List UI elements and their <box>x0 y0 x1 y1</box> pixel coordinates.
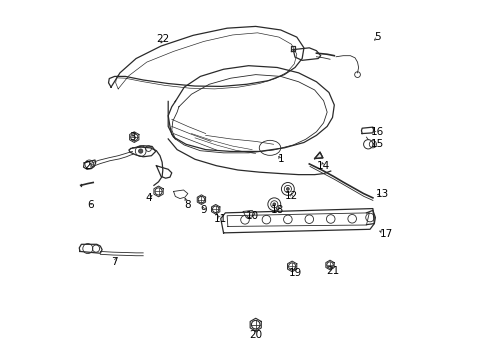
Text: 12: 12 <box>285 191 298 201</box>
Text: 16: 16 <box>370 127 384 137</box>
Text: 1: 1 <box>277 154 284 163</box>
Text: 19: 19 <box>289 268 302 278</box>
Text: 9: 9 <box>200 205 207 215</box>
Text: 17: 17 <box>379 229 392 239</box>
Text: 13: 13 <box>376 189 389 199</box>
Text: 2: 2 <box>84 161 91 171</box>
Text: 8: 8 <box>185 200 191 210</box>
Circle shape <box>273 203 276 206</box>
Text: 18: 18 <box>270 205 284 215</box>
Text: 5: 5 <box>374 32 380 42</box>
Circle shape <box>139 149 143 153</box>
Text: 22: 22 <box>156 34 170 44</box>
Text: 11: 11 <box>213 214 226 224</box>
Text: 10: 10 <box>245 211 259 221</box>
Text: 15: 15 <box>370 139 384 149</box>
Circle shape <box>287 188 289 190</box>
Text: 3: 3 <box>129 132 136 142</box>
Text: 4: 4 <box>145 193 152 203</box>
Text: 21: 21 <box>326 266 339 276</box>
Text: 6: 6 <box>87 200 94 210</box>
Text: 7: 7 <box>111 257 118 267</box>
Text: 20: 20 <box>249 330 262 341</box>
Text: 14: 14 <box>317 161 330 171</box>
Polygon shape <box>315 152 323 158</box>
